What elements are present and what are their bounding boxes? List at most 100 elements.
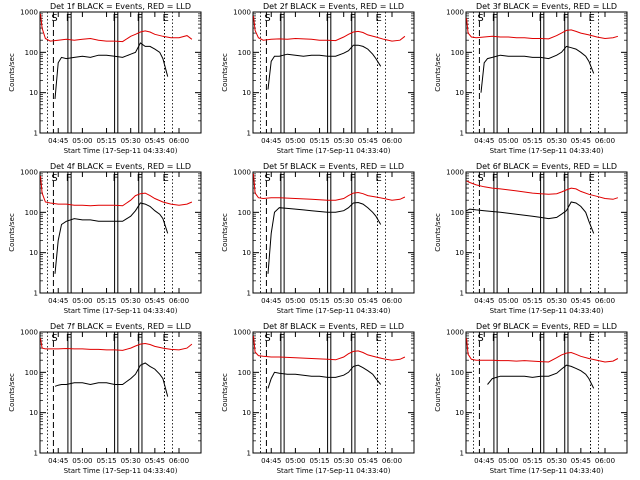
marker-flag-F: F: [279, 333, 285, 344]
marker-flag-F: F: [326, 173, 332, 184]
x-tick-label: 05:45: [145, 457, 165, 465]
x-tick-label: 05:30: [334, 297, 354, 305]
y-tick-label: 10: [455, 89, 464, 97]
x-tick-label: 06:00: [382, 137, 402, 145]
lld-series-line: [40, 13, 193, 43]
detector-panel-5: Det 5f BLACK = Events, RED = LLD 1 10 100 10…: [221, 162, 415, 315]
y-axis-label: Counts/sec: [221, 53, 229, 92]
marker-flag-F: F: [492, 13, 498, 24]
lld-series-line: [466, 338, 619, 363]
panel-title: Det 8f BLACK = Events, RED = LLD: [263, 322, 404, 331]
marker-flag-F: F: [492, 173, 498, 184]
x-tick-label: 05:45: [358, 297, 378, 305]
marker-flag-E: E: [163, 173, 169, 184]
y-axis-label: Counts/sec: [434, 213, 442, 252]
marker-flag-F: F: [326, 13, 332, 24]
y-tick-label: 1000: [233, 9, 251, 17]
plot-frame: [39, 171, 202, 294]
panel-title: Det 3f BLACK = Events, RED = LLD: [476, 2, 617, 11]
y-tick-label: 10: [242, 89, 251, 97]
y-axis-label: Counts/sec: [434, 53, 442, 92]
marker-flag-F: F: [66, 173, 72, 184]
marker-flag-E: E: [163, 13, 169, 24]
y-tick-label: 1: [460, 290, 464, 298]
x-tick-label: 05:15: [522, 137, 542, 145]
x-axis-label: Start Time (17-Sep-11 04:33:40): [490, 307, 604, 315]
x-tick-label: 05:00: [72, 297, 92, 305]
marker-flag-E: E: [163, 333, 169, 344]
marker-flag-F: F: [492, 333, 498, 344]
x-tick-label: 06:00: [595, 137, 615, 145]
x-tick-label: 04:45: [474, 457, 494, 465]
marker-flag-S: S: [264, 173, 270, 184]
detector-panel-6: Det 6f BLACK = Events, RED = LLD 1 10 100 10…: [434, 162, 628, 315]
x-tick-label: 05:30: [121, 457, 141, 465]
y-tick-label: 100: [238, 369, 251, 377]
lld-series-line: [253, 335, 406, 361]
marker-flag-F: F: [137, 333, 143, 344]
x-tick-label: 06:00: [169, 457, 189, 465]
x-tick-label: 04:45: [474, 297, 494, 305]
x-tick-label: 05:00: [285, 137, 305, 145]
y-tick-label: 100: [451, 49, 464, 57]
marker-flag-S: S: [51, 333, 57, 344]
marker-flag-F: F: [563, 173, 569, 184]
plot-frame: [465, 331, 628, 454]
x-tick-label: 05:15: [522, 457, 542, 465]
y-tick-label: 100: [451, 209, 464, 217]
marker-flag-F: F: [137, 13, 143, 24]
y-axis-label: Counts/sec: [434, 373, 442, 412]
plot-frame: [252, 11, 415, 134]
x-tick-label: 05:30: [334, 137, 354, 145]
y-tick-label: 1: [34, 290, 38, 298]
x-tick-label: 05:30: [547, 297, 567, 305]
y-axis-label: Counts/sec: [8, 213, 16, 252]
panel-title: Det 5f BLACK = Events, RED = LLD: [263, 162, 404, 171]
y-axis-label: Counts/sec: [221, 373, 229, 412]
marker-flag-F: F: [350, 13, 356, 24]
x-tick-label: 04:45: [261, 137, 281, 145]
y-tick-label: 10: [29, 89, 38, 97]
x-axis-label: Start Time (17-Sep-11 04:33:40): [277, 307, 391, 315]
x-tick-label: 05:00: [285, 297, 305, 305]
x-tick-label: 05:15: [309, 297, 329, 305]
x-axis-label: Start Time (17-Sep-11 04:33:40): [64, 147, 178, 155]
marker-flag-S: S: [477, 173, 483, 184]
lld-series-line: [253, 173, 406, 201]
y-tick-label: 1000: [233, 329, 251, 337]
x-tick-label: 04:45: [48, 457, 68, 465]
marker-flag-F: F: [113, 333, 119, 344]
y-tick-label: 1: [34, 450, 38, 458]
marker-flag-F: F: [539, 173, 545, 184]
x-tick-label: 05:00: [72, 457, 92, 465]
y-tick-label: 100: [238, 49, 251, 57]
marker-flag-F: F: [350, 333, 356, 344]
events-series-line: [267, 44, 382, 90]
marker-flag-E: E: [376, 173, 382, 184]
marker-flag-S: S: [51, 173, 57, 184]
marker-flag-F: F: [66, 13, 72, 24]
x-tick-label: 05:00: [498, 297, 518, 305]
panel-title: Det 7f BLACK = Events, RED = LLD: [50, 322, 191, 331]
plot-frame: [39, 11, 202, 134]
x-tick-label: 04:45: [474, 137, 494, 145]
plot-frame: [465, 171, 628, 294]
x-tick-label: 06:00: [382, 297, 402, 305]
marker-flag-F: F: [539, 333, 545, 344]
detector-panel-9: Det 9f BLACK = Events, RED = LLD 1 10 100 10…: [434, 322, 628, 475]
marker-flag-F: F: [350, 173, 356, 184]
marker-flag-S: S: [51, 13, 57, 24]
x-tick-label: 05:15: [96, 137, 116, 145]
x-axis-label: Start Time (17-Sep-11 04:33:40): [277, 147, 391, 155]
detector-panel-2: Det 2f BLACK = Events, RED = LLD 1 10 100 10…: [221, 2, 415, 155]
marker-flag-S: S: [264, 13, 270, 24]
y-tick-label: 1000: [20, 329, 38, 337]
lld-series-line: [40, 175, 193, 207]
events-series-line: [54, 202, 169, 274]
marker-flag-E: E: [376, 333, 382, 344]
x-tick-label: 05:15: [309, 457, 329, 465]
y-tick-label: 1000: [20, 169, 38, 177]
y-tick-label: 10: [242, 249, 251, 257]
x-tick-label: 04:45: [48, 137, 68, 145]
